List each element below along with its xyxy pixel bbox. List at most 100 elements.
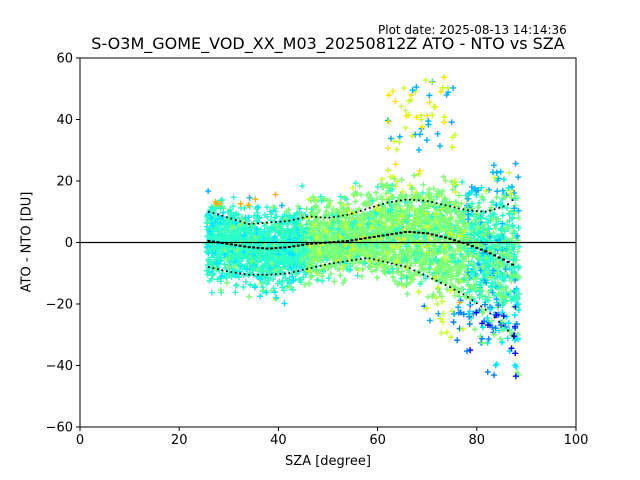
median-marker	[403, 231, 407, 234]
scatter-point	[416, 167, 423, 174]
upper-percentile-dot	[390, 200, 393, 203]
scatter-point	[441, 201, 448, 208]
upper-percentile-dot	[279, 220, 282, 223]
scatter-point	[504, 335, 511, 342]
x-tick-label: 80	[469, 433, 486, 448]
scatter-point	[511, 190, 518, 197]
median-marker	[207, 239, 211, 242]
scatter-point	[314, 225, 321, 232]
scatter-point	[467, 347, 474, 354]
scatter-point	[479, 249, 486, 256]
scatter-point	[226, 214, 233, 221]
scatter-point	[268, 211, 275, 218]
median-marker	[408, 230, 412, 233]
scatter-point	[283, 229, 290, 236]
scatter-point	[408, 260, 415, 267]
scatter-point	[465, 282, 472, 289]
scatter-point	[461, 263, 468, 270]
upper-percentile-dot	[207, 210, 210, 213]
lower-percentile-dot	[507, 329, 510, 332]
scatter-point	[373, 264, 380, 271]
scatter-point	[218, 196, 225, 203]
scatter-point	[429, 112, 436, 119]
median-marker	[506, 260, 510, 263]
scatter-point	[484, 368, 491, 375]
scatter-point	[415, 170, 422, 177]
scatter-point	[504, 205, 511, 212]
scatter-point	[492, 325, 499, 332]
scatter-point	[314, 243, 321, 250]
upper-percentile-dot	[297, 217, 300, 220]
scatter-point	[439, 298, 446, 305]
upper-percentile-dot	[346, 213, 349, 216]
scatter-point	[399, 211, 406, 218]
scatter-point	[443, 208, 450, 215]
scatter-point	[366, 258, 373, 265]
scatter-point	[502, 298, 509, 305]
upper-percentile-dot	[248, 223, 251, 226]
scatter-point	[507, 190, 514, 197]
scatter-point	[406, 212, 413, 219]
upper-percentile-dot	[449, 205, 452, 208]
median-marker	[399, 231, 403, 234]
scatter-point	[476, 257, 483, 264]
scatter-point	[500, 176, 507, 183]
scatter-point	[245, 202, 252, 209]
scatter-point	[499, 240, 506, 247]
scatter-point	[510, 187, 517, 194]
scatter-point	[449, 144, 456, 151]
scatter-point	[448, 119, 455, 126]
scatter-point	[407, 182, 414, 189]
scatter-point	[484, 258, 491, 265]
scatter-point	[244, 230, 251, 237]
lower-percentile-dot	[413, 269, 416, 272]
upper-percentile-dot	[502, 205, 505, 208]
scatter-point	[312, 203, 319, 210]
scatter-point	[341, 195, 348, 202]
scatter-point	[245, 255, 252, 262]
upper-percentile-dot	[493, 208, 496, 211]
scatter-point	[494, 188, 501, 195]
scatter-point	[334, 266, 341, 273]
scatter-point	[235, 274, 242, 281]
scatter-point	[480, 210, 487, 217]
scatter-point	[362, 229, 369, 236]
scatter-point	[392, 98, 399, 105]
scatter-point	[502, 193, 509, 200]
upper-percentile-dot	[310, 215, 313, 218]
upper-percentile-dot	[507, 203, 510, 206]
scatter-point	[209, 207, 216, 214]
scatter-point	[490, 230, 497, 237]
lower-percentile-dot	[462, 293, 465, 296]
scatter-point	[441, 196, 448, 203]
scatter-point	[365, 254, 372, 261]
scatter-point	[225, 252, 232, 259]
scatter-point	[378, 193, 385, 200]
lower-percentile-dot	[297, 269, 300, 272]
median-marker	[301, 243, 305, 246]
scatter-point	[407, 279, 414, 286]
scatter-point	[204, 213, 211, 220]
scatter-point	[241, 232, 248, 239]
scatter-point	[357, 252, 364, 259]
scatter-point	[399, 256, 406, 263]
scatter-point	[508, 345, 515, 352]
scatter-point	[290, 277, 297, 284]
scatter-point	[389, 253, 396, 260]
lower-percentile-dot	[355, 258, 358, 261]
upper-percentile-dot	[475, 209, 478, 212]
scatter-point	[391, 138, 398, 145]
scatter-point	[373, 195, 380, 202]
upper-percentile-dot	[498, 206, 501, 209]
scatter-point	[484, 339, 491, 346]
scatter-point	[359, 211, 366, 218]
scatter-point	[418, 116, 425, 123]
upper-percentile-dot	[270, 221, 273, 224]
scatter-point	[279, 278, 286, 285]
scatter-point	[213, 251, 220, 258]
scatter-point	[342, 215, 349, 222]
median-marker	[265, 247, 269, 250]
scatter-point	[456, 192, 463, 199]
lower-percentile-dot	[386, 261, 389, 264]
